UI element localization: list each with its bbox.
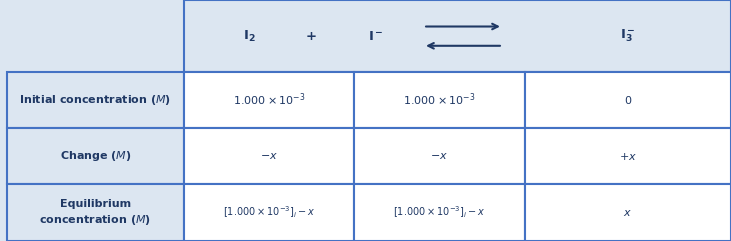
Bar: [7, 72, 184, 128]
Text: $\mathbf{I_3^-}$: $\mathbf{I_3^-}$: [620, 28, 635, 44]
Bar: [184, 128, 355, 184]
Bar: [525, 184, 731, 241]
Text: $+x$: $+x$: [618, 151, 637, 161]
Bar: [355, 128, 525, 184]
Bar: [525, 128, 731, 184]
Bar: [7, 128, 184, 184]
Text: $[1.000 \times 10^{-3}]_i - x$: $[1.000 \times 10^{-3}]_i - x$: [393, 205, 485, 221]
Text: $-x$: $-x$: [431, 151, 448, 161]
Bar: [525, 72, 731, 128]
Bar: [7, 184, 184, 241]
Text: $\mathbf{I_2}$: $\mathbf{I_2}$: [243, 29, 256, 44]
Bar: [184, 72, 355, 128]
Text: $x$: $x$: [624, 208, 632, 218]
Text: Initial concentration ($\mathit{M}$): Initial concentration ($\mathit{M}$): [19, 93, 172, 107]
Bar: [184, 0, 731, 72]
Text: $0$: $0$: [624, 94, 632, 106]
Bar: [7, 0, 184, 72]
Text: Change ($\mathit{M}$): Change ($\mathit{M}$): [59, 149, 132, 163]
Bar: [355, 72, 525, 128]
Text: $[1.000 \times 10^{-3}]_i - x$: $[1.000 \times 10^{-3}]_i - x$: [223, 205, 316, 221]
Text: $1.000 \times 10^{-3}$: $1.000 \times 10^{-3}$: [404, 92, 476, 108]
Text: $\mathbf{+}$: $\mathbf{+}$: [305, 30, 317, 43]
Bar: [184, 184, 355, 241]
Bar: [355, 184, 525, 241]
Text: $\mathbf{I^-}$: $\mathbf{I^-}$: [368, 30, 384, 43]
Text: Equilibrium
concentration ($\mathit{M}$): Equilibrium concentration ($\mathit{M}$): [39, 199, 151, 227]
Text: $-x$: $-x$: [260, 151, 279, 161]
Text: $1.000 \times 10^{-3}$: $1.000 \times 10^{-3}$: [233, 92, 306, 108]
